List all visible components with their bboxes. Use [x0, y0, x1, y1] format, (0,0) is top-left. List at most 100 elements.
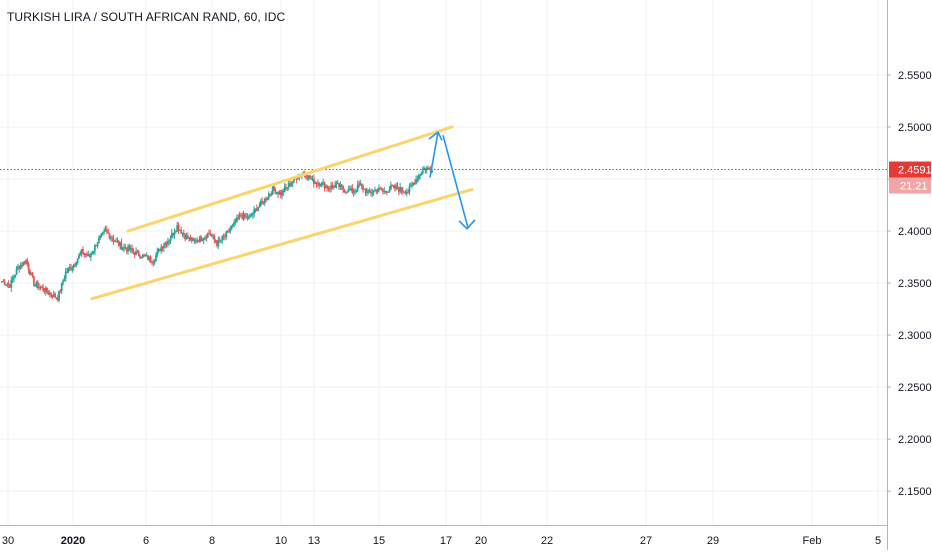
candle-body — [379, 188, 382, 190]
candle-body — [40, 287, 43, 289]
candle-body — [331, 185, 334, 187]
candle-body — [217, 239, 220, 246]
price-badge-bg — [889, 161, 931, 178]
candle-body — [161, 246, 164, 249]
candle-body — [243, 213, 246, 217]
candle-body — [132, 250, 135, 253]
x-tick-label: 29 — [707, 535, 719, 547]
candle-body — [262, 201, 265, 204]
candle-body — [271, 186, 274, 195]
candle-body — [71, 267, 74, 270]
candle-body — [358, 184, 360, 186]
candle-body — [21, 265, 23, 267]
candle-body — [135, 251, 137, 255]
arrow-up-head — [428, 131, 443, 141]
candle-body — [141, 254, 144, 258]
x-tick-label: 8 — [209, 535, 215, 547]
candle-body — [97, 238, 100, 243]
candle-body — [278, 191, 281, 195]
candle-body — [338, 183, 340, 188]
candle-body — [295, 177, 298, 180]
candle-body — [143, 254, 145, 256]
candle-body — [70, 267, 72, 270]
candle-body — [174, 231, 177, 233]
candle-body — [178, 229, 181, 231]
candle-body — [205, 236, 208, 238]
candle-body — [204, 236, 206, 239]
candle-body — [76, 258, 79, 263]
candle-body — [315, 182, 318, 184]
candle-body — [370, 192, 372, 194]
candle-body — [189, 237, 192, 241]
candle-body — [287, 183, 290, 188]
candle-body — [107, 231, 110, 234]
candle-body — [209, 233, 212, 236]
candle-body — [14, 274, 17, 277]
candle-body — [421, 170, 424, 174]
candle-body — [117, 241, 120, 246]
candle-body — [328, 188, 331, 190]
arrow-down-shaft — [442, 134, 469, 229]
candle-body — [289, 183, 291, 186]
candle-body — [228, 230, 230, 232]
candle-body — [164, 243, 167, 246]
candle-body — [363, 188, 366, 190]
candle-body — [334, 184, 337, 188]
candle-body — [352, 191, 355, 193]
candle-body — [177, 225, 180, 231]
candle-body — [151, 261, 153, 263]
candle-body — [359, 183, 362, 186]
candle-body — [176, 225, 179, 232]
candle-body — [336, 182, 339, 184]
candle-body — [312, 178, 315, 184]
candle-body — [212, 235, 214, 237]
candle-body — [216, 242, 218, 246]
candle-body — [424, 168, 427, 171]
candle-body — [266, 198, 269, 201]
candle-body — [192, 237, 195, 241]
candle-body — [413, 182, 416, 184]
candle-body — [347, 189, 350, 193]
candle-body — [200, 236, 202, 241]
candle-body — [367, 190, 370, 192]
x-tick-label: 27 — [640, 535, 652, 547]
candle-body — [62, 281, 64, 283]
candle-body — [96, 242, 99, 247]
x-tick-label: 30 — [2, 535, 14, 547]
candle-body — [222, 236, 225, 238]
candle-body — [311, 178, 314, 180]
candle-body — [412, 182, 415, 185]
candle-body — [182, 232, 185, 236]
candle-body — [159, 249, 161, 252]
candle-body — [234, 221, 237, 223]
candle-body — [83, 253, 86, 255]
candle-body — [147, 255, 149, 260]
candle-body — [389, 185, 392, 190]
candle-body — [5, 284, 7, 286]
candle-body — [388, 189, 391, 192]
candle-body — [198, 236, 201, 242]
candle-body — [319, 185, 322, 187]
candle-body — [194, 240, 197, 242]
candle-body — [63, 278, 66, 282]
candle-body — [190, 237, 193, 241]
candle-body — [95, 245, 98, 247]
candle-body — [351, 188, 354, 193]
candle-body — [403, 191, 406, 193]
candle-body — [293, 177, 295, 182]
candle-body — [419, 174, 421, 176]
candle-body — [180, 229, 183, 234]
candle-body — [173, 232, 176, 235]
candle-body — [330, 185, 333, 189]
candle-body — [3, 281, 6, 285]
candle-body — [30, 272, 33, 275]
candle-body — [226, 230, 229, 232]
candle-body — [125, 248, 128, 252]
candle-body — [139, 255, 141, 258]
candle-body — [59, 290, 62, 292]
candle-body — [285, 186, 287, 188]
candle-body — [186, 235, 189, 239]
candle-body — [166, 241, 169, 245]
